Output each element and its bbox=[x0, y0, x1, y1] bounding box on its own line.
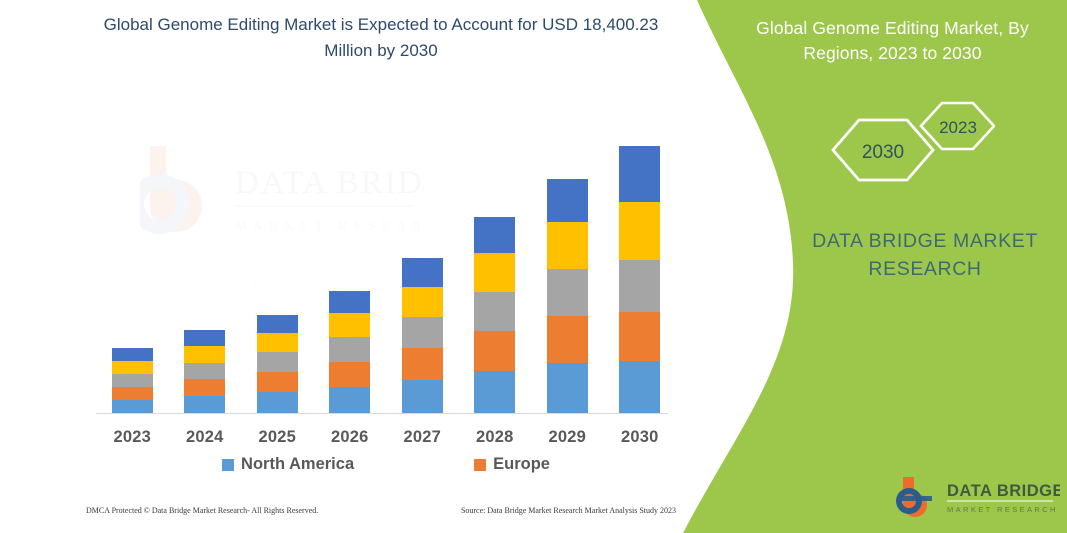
bar-segment[interactable] bbox=[546, 179, 588, 222]
bar-segment[interactable] bbox=[474, 253, 516, 292]
x-axis-tick-label: 2029 bbox=[548, 428, 586, 446]
page-title: Global Genome Editing Market is Expected… bbox=[103, 15, 659, 60]
bar-segment[interactable] bbox=[401, 287, 443, 317]
hexagon-2023-icon: 2023 bbox=[919, 101, 995, 151]
legend-label: Europe bbox=[493, 455, 550, 473]
bar-slot bbox=[241, 110, 314, 413]
stacked-bar[interactable] bbox=[474, 217, 516, 413]
bar-slot bbox=[604, 110, 677, 413]
bar-segment[interactable] bbox=[329, 387, 371, 413]
bar-segment[interactable] bbox=[546, 363, 588, 413]
logo-name-primary: DATA BRIDGE bbox=[947, 482, 1060, 500]
bar-segment[interactable] bbox=[184, 363, 226, 379]
stacked-bar[interactable] bbox=[111, 348, 153, 413]
bar-slot bbox=[169, 110, 242, 413]
stacked-bar[interactable] bbox=[256, 315, 298, 413]
legend-label: North America bbox=[241, 455, 355, 473]
hexagon-2030-label: 2030 bbox=[862, 142, 904, 163]
x-axis-tick-label: 2028 bbox=[475, 428, 514, 446]
bar-segment[interactable] bbox=[474, 292, 516, 331]
bar-segment[interactable] bbox=[184, 346, 226, 363]
x-axis-tick-label: 2025 bbox=[258, 428, 296, 446]
bar-segment[interactable] bbox=[474, 331, 516, 371]
hexagon-2023-label: 2023 bbox=[939, 118, 977, 137]
bar-segment[interactable] bbox=[256, 352, 298, 372]
footer-source: Source: Data Bridge Market Research Mark… bbox=[460, 506, 676, 515]
logo-name-secondary: MARKET RESEARCH bbox=[947, 505, 1058, 514]
bar-segment[interactable] bbox=[256, 333, 298, 352]
bar-segment[interactable] bbox=[256, 392, 298, 413]
x-axis-tick-label: 2030 bbox=[620, 428, 659, 446]
bar-segment[interactable] bbox=[329, 337, 371, 362]
legend-item[interactable]: North America bbox=[222, 455, 354, 474]
bar-segment[interactable] bbox=[256, 315, 298, 333]
bar-slot bbox=[386, 110, 459, 413]
bar-segment[interactable] bbox=[546, 269, 588, 316]
panel-title: Global Genome Editing Market, By Regions… bbox=[756, 18, 1029, 63]
legend-swatch-icon bbox=[474, 458, 487, 471]
footer: DMCA Protected © Data Bridge Market Rese… bbox=[86, 506, 676, 515]
bar-segment[interactable] bbox=[256, 372, 298, 392]
bar-segment[interactable] bbox=[401, 380, 443, 413]
bar-segment[interactable] bbox=[619, 312, 661, 361]
x-axis-tick-label: 2023 bbox=[113, 428, 151, 446]
bar-slot bbox=[96, 110, 169, 413]
bar-segment[interactable] bbox=[619, 260, 661, 312]
bar-segment[interactable] bbox=[401, 258, 443, 287]
x-axis-line bbox=[96, 413, 668, 414]
logo-mark-icon bbox=[896, 477, 932, 517]
footer-copyright: DMCA Protected © Data Bridge Market Rese… bbox=[86, 506, 319, 515]
bar-slot bbox=[459, 110, 532, 413]
bar-segment[interactable] bbox=[184, 330, 226, 346]
brand-line-1: DATA BRIDGE MARKET bbox=[812, 230, 1038, 252]
hexagon-badges: 2023 2030 bbox=[815, 98, 995, 198]
stacked-bar[interactable] bbox=[619, 146, 661, 413]
brand-line-2: RESEARCH bbox=[868, 257, 982, 280]
stacked-bar[interactable] bbox=[184, 330, 226, 413]
brand-name: DATA BRIDGE MARKET RESEARCH bbox=[760, 228, 1067, 283]
stacked-bar[interactable] bbox=[401, 258, 443, 413]
bar-segment[interactable] bbox=[111, 361, 153, 374]
bar-segment[interactable] bbox=[619, 146, 661, 202]
stacked-bar[interactable] bbox=[329, 291, 371, 413]
bar-segment[interactable] bbox=[184, 396, 226, 413]
bar-segment[interactable] bbox=[184, 379, 226, 396]
right-green-panel bbox=[667, 0, 1067, 533]
chart-plot-area bbox=[96, 110, 676, 415]
bar-group bbox=[96, 110, 676, 413]
bar-segment[interactable] bbox=[329, 362, 371, 387]
bar-slot bbox=[531, 110, 604, 413]
bar-segment[interactable] bbox=[401, 348, 443, 380]
bar-segment[interactable] bbox=[111, 400, 153, 413]
bar-segment[interactable] bbox=[474, 217, 516, 253]
bar-segment[interactable] bbox=[474, 371, 516, 413]
bar-segment[interactable] bbox=[329, 291, 371, 313]
data-bridge-logo: DATA BRIDGE MARKET RESEARCH bbox=[895, 472, 1060, 520]
x-axis-tick-label: 2027 bbox=[403, 428, 441, 446]
bar-segment[interactable] bbox=[111, 374, 153, 387]
bar-segment[interactable] bbox=[111, 348, 153, 361]
bar-segment[interactable] bbox=[619, 361, 661, 413]
stacked-bar[interactable] bbox=[546, 179, 588, 413]
bar-segment[interactable] bbox=[401, 317, 443, 348]
bar-segment[interactable] bbox=[329, 313, 371, 337]
chart-legend: North America Europe bbox=[96, 455, 676, 474]
bar-segment[interactable] bbox=[546, 222, 588, 269]
hexagon-2030-icon: 2030 bbox=[831, 118, 935, 182]
x-axis-labels: 2023 2024 2025 2026 2027 2028 2029 2030 bbox=[96, 428, 676, 447]
green-panel-shape bbox=[683, 0, 1067, 533]
x-axis-tick-label: 2026 bbox=[330, 428, 369, 446]
legend-item[interactable]: Europe bbox=[474, 455, 550, 474]
legend-swatch-icon bbox=[222, 458, 235, 471]
bar-segment[interactable] bbox=[619, 202, 661, 260]
bar-slot bbox=[314, 110, 387, 413]
bar-segment[interactable] bbox=[546, 316, 588, 363]
bar-segment[interactable] bbox=[111, 387, 153, 400]
x-axis-tick-label: 2024 bbox=[185, 428, 224, 446]
